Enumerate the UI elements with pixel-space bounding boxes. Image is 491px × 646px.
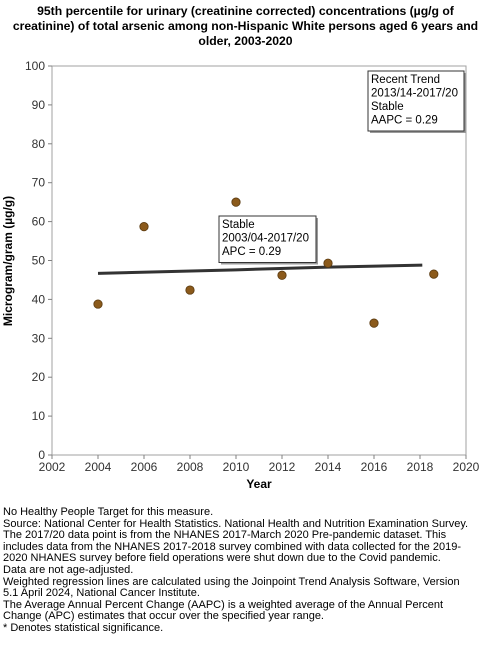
trend-line (97, 263, 423, 275)
footnote-line: 2020 NHANES survey before field operatio… (3, 552, 441, 565)
x-tick-label: 2008 (177, 460, 204, 474)
footnote-line: includes data from the NHANES 2017-2018 … (3, 540, 461, 553)
x-tick-label: 2016 (361, 460, 388, 474)
chart-axes: 0 10 20 30 40 50 60 70 80 90 100 2002 2004 2006 2008 20… (25, 59, 480, 474)
footnote-line: 5.1 April 2024, National Cancer Institut… (3, 587, 200, 600)
data-point (93, 299, 103, 309)
y-tick-label: 0 (38, 448, 45, 462)
scatter-chart: 0 10 20 30 40 50 60 70 80 90 100 2002 2004 2006 2008 20… (1, 59, 480, 491)
footnotes: No Healthy People Target for this measur… (3, 506, 489, 635)
y-tick-label: 20 (32, 370, 46, 384)
data-point (231, 197, 241, 207)
chart-title-line-1: 95th percentile for urinary (creatinine … (37, 4, 454, 18)
data-points (93, 197, 439, 328)
annotation-text: Stable (222, 219, 255, 231)
x-tick-label: 2002 (39, 460, 66, 474)
footnote-line: * Denotes statistical significance. (3, 621, 164, 634)
x-axis-label: Year (246, 477, 272, 491)
annotation-text: 2013/14-2017/20 (371, 88, 458, 100)
footnote-line: Weighted regression lines are calculated… (3, 575, 460, 588)
data-point (369, 318, 379, 328)
annotation-box (367, 70, 465, 132)
x-tick-label: 2010 (223, 460, 250, 474)
trend-line-group (97, 263, 423, 275)
y-tick-label: 80 (32, 137, 46, 151)
x-tick-label: 2018 (407, 460, 434, 474)
footnote-line: Data are not age-adjusted. (3, 563, 134, 576)
y-tick-label: 30 (32, 331, 46, 345)
x-tick-label: 2012 (269, 460, 296, 474)
y-tick-label: 90 (32, 98, 46, 112)
annotation-text: Recent Trend (371, 74, 440, 86)
footnote-line: The Average Annual Percent Change (AAPC)… (3, 598, 444, 611)
x-tick-label: 2006 (131, 460, 158, 474)
annotation-text: Stable (371, 101, 404, 113)
y-tick-label: 60 (32, 215, 46, 229)
data-point (429, 269, 439, 279)
data-point (185, 285, 195, 295)
y-tick-label: 70 (32, 176, 46, 190)
chart-title-line-2: creatinine) of total arsenic among non-H… (12, 19, 479, 33)
footnote-line: Change (APC) estimates that occur over t… (3, 610, 324, 623)
data-point (139, 222, 149, 232)
data-point (277, 270, 287, 280)
y-tick-label: 10 (32, 409, 46, 423)
data-point (323, 258, 333, 268)
annotation-text: APC = 0.29 (222, 246, 281, 258)
chart-title: 95th percentile for urinary (creatinine … (0, 4, 491, 49)
x-tick-label: 2020 (453, 460, 480, 474)
y-tick-label: 40 (32, 292, 46, 306)
y-tick-label: 50 (32, 254, 46, 268)
x-tick-label: 2014 (315, 460, 342, 474)
annotation-text: 2003/04-2017/20 (222, 233, 309, 245)
annotation-text: AAPC = 0.29 (371, 115, 438, 127)
y-tick-label: 100 (25, 59, 45, 73)
footnote-line: No Healthy People Target for this measur… (3, 506, 214, 518)
chart-title-line-3: older, 2003-2020 (198, 34, 293, 48)
x-tick-label: 2004 (85, 460, 112, 474)
footnote-line: Source: National Center for Health Stati… (3, 517, 469, 530)
footnote-line: The 2017/20 data point is from the NHANE… (3, 529, 447, 542)
y-axis-label: Microgram/gram (µg/g) (1, 196, 15, 326)
annotation-box (218, 215, 317, 263)
